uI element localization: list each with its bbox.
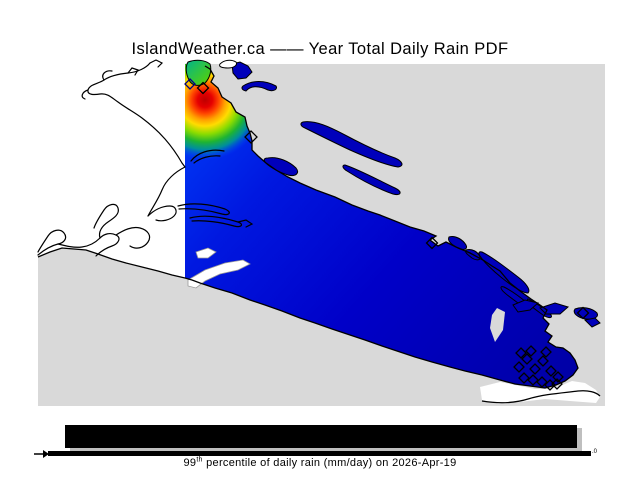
station-marker [527, 374, 539, 386]
colorbar [65, 425, 577, 448]
station-marker [536, 376, 548, 388]
station-marker [552, 371, 564, 383]
vancouver-island-data-fill [185, 63, 578, 388]
axis-tick-label: .0 [592, 449, 598, 455]
station-marker [525, 345, 537, 357]
green-island [185, 59, 212, 86]
caption-percentile: 99 [183, 457, 197, 469]
caption: 99th percentile of daily rain (mm/day) o… [0, 456, 640, 469]
white-island-outline [219, 59, 237, 69]
page-title: IslandWeather.ca —— Year Total Daily Rai… [131, 40, 509, 58]
station-markers [184, 78, 590, 391]
strait-gap [480, 381, 600, 404]
station-marker [545, 365, 557, 377]
station-marker [576, 306, 590, 320]
station-marker [540, 346, 552, 358]
saanich-inlet [490, 308, 505, 342]
island-coastline [37, 65, 579, 389]
station-marker [518, 372, 530, 384]
coastline-contours [37, 59, 254, 257]
station-marker [425, 236, 439, 250]
station-marker [184, 78, 196, 90]
axis-arrow-icon [34, 450, 49, 458]
station-marker [513, 361, 525, 373]
colorbar-axis-bar [48, 451, 591, 456]
station-marker [196, 81, 210, 95]
us-coastline [481, 390, 601, 404]
station-marker [244, 130, 258, 144]
caption-text: percentile of daily rain (mm/day) on 202… [202, 457, 457, 469]
caption-superscript: th [196, 456, 203, 464]
station-marker [551, 378, 563, 390]
station-marker [529, 363, 541, 375]
no-data-inlets [187, 247, 251, 289]
rain-pdf-map [37, 59, 605, 406]
station-marker [537, 355, 549, 367]
station-marker [521, 353, 533, 365]
station-marker [515, 347, 527, 359]
